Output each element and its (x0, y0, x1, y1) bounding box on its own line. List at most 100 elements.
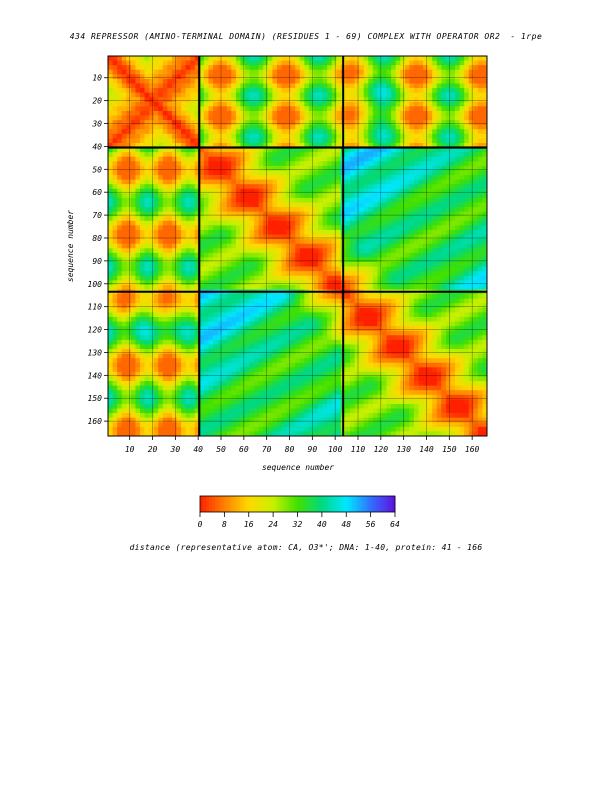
heatmap-cell (331, 294, 337, 300)
heatmap-cell (203, 280, 209, 286)
heatmap-cell (313, 248, 319, 254)
heatmap-cell (354, 307, 360, 313)
heatmap-cell (381, 197, 387, 203)
heatmap-cell (213, 129, 218, 135)
heatmap-cell (231, 110, 237, 116)
heatmap-cell (354, 129, 360, 135)
heatmap-cell (432, 229, 438, 235)
heatmap-cell (391, 229, 397, 235)
heatmap-cell (254, 252, 260, 258)
heatmap-cell (350, 124, 355, 130)
heatmap-cell (423, 197, 429, 203)
heatmap-cell (395, 142, 401, 148)
heatmap-cell (418, 239, 424, 245)
heatmap-cell (231, 60, 237, 66)
heatmap-cell (167, 147, 173, 153)
heatmap-cell (381, 78, 387, 84)
heatmap-cell (450, 65, 456, 71)
heatmap-cell (432, 275, 438, 281)
heatmap-cell (331, 243, 337, 249)
heatmap-cell (162, 193, 168, 199)
heatmap-cell (126, 239, 132, 245)
heatmap-cell (423, 202, 429, 208)
heatmap-cell (222, 257, 228, 263)
heatmap-cell (359, 312, 365, 318)
heatmap-cell (304, 197, 310, 203)
heatmap-cell (386, 326, 392, 332)
heatmap-cell (240, 225, 246, 231)
heatmap-cell (400, 207, 406, 213)
heatmap-cell (286, 188, 292, 194)
heatmap-cell (226, 271, 232, 277)
heatmap-cell (295, 156, 301, 162)
heatmap-cell (254, 92, 260, 98)
heatmap-cell (135, 56, 141, 61)
heatmap-cell (130, 234, 136, 240)
heatmap-cell (171, 152, 177, 158)
heatmap-cell (450, 83, 456, 89)
heatmap-cell (336, 234, 342, 240)
heatmap-cell (368, 133, 374, 139)
heatmap-cell (381, 262, 387, 267)
heatmap-cell (139, 124, 145, 130)
heatmap-cell (377, 225, 383, 231)
heatmap-cell (267, 248, 273, 254)
heatmap-cell (185, 156, 191, 162)
heatmap-cell (477, 110, 483, 116)
heatmap-cell (139, 216, 145, 222)
heatmap-cell (459, 243, 465, 249)
heatmap-cell (455, 298, 461, 304)
heatmap-cell (281, 248, 287, 254)
heatmap-cell (185, 239, 191, 245)
heatmap-cell (450, 280, 456, 286)
heatmap-cell (386, 124, 392, 130)
heatmap-cell (185, 294, 191, 300)
heatmap-cell (395, 92, 401, 98)
heatmap-cell (267, 115, 273, 121)
heatmap-cell (400, 248, 406, 254)
heatmap-cell (190, 266, 196, 272)
heatmap-cell (117, 252, 123, 258)
heatmap-cell (455, 234, 461, 240)
heatmap-cell (299, 312, 305, 318)
heatmap-cell (121, 184, 127, 190)
heatmap-cell (126, 101, 132, 107)
heatmap-cell (231, 229, 237, 235)
heatmap-cell (149, 193, 155, 199)
heatmap-cell (359, 243, 365, 249)
heatmap-cell (240, 106, 246, 112)
heatmap-cell (108, 97, 113, 103)
heatmap-cell (217, 271, 223, 277)
heatmap-cell (185, 124, 191, 130)
heatmap-cell (158, 147, 164, 153)
heatmap-cell (162, 316, 168, 322)
heatmap-cell (130, 88, 136, 94)
heatmap-cell (203, 294, 209, 300)
heatmap-cell (144, 188, 150, 194)
heatmap-cell (112, 83, 118, 89)
heatmap-cell (322, 115, 328, 121)
heatmap-cell (345, 74, 351, 80)
heatmap-cell (208, 184, 214, 190)
heatmap-cell (377, 262, 383, 267)
heatmap-cell (295, 147, 301, 153)
heatmap-cell (464, 243, 470, 249)
heatmap-cell (139, 120, 145, 126)
heatmap-cell (194, 193, 200, 199)
heatmap-cell (281, 184, 287, 190)
heatmap-cell (468, 284, 474, 290)
heatmap-cell (162, 239, 168, 245)
heatmap-cell (436, 115, 442, 121)
heatmap-cell (263, 202, 269, 208)
heatmap-cell (135, 147, 141, 153)
heatmap-cell (108, 83, 113, 89)
heatmap-cell (108, 165, 113, 171)
heatmap-cell (418, 74, 424, 80)
heatmap-cell (308, 303, 314, 309)
heatmap-cell (203, 207, 209, 213)
heatmap-cell (276, 161, 282, 167)
heatmap-cell (171, 312, 177, 318)
heatmap-cell (441, 316, 447, 322)
heatmap-cell (441, 56, 447, 61)
heatmap-cell (363, 284, 369, 290)
